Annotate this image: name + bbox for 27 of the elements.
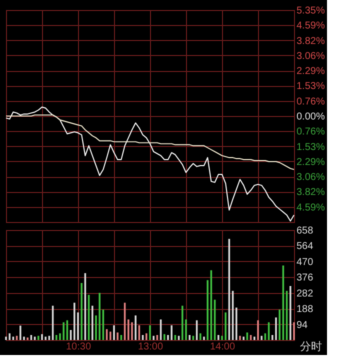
y-tick-label: 564: [296, 241, 314, 252]
y-tick-label: 376: [296, 272, 314, 284]
y-tick-label: 2.29%: [296, 156, 325, 168]
x-tick-label: 14:00: [210, 342, 236, 352]
x-tick-label: 13:00: [138, 342, 164, 352]
y-tick-label: 658: [296, 226, 314, 236]
y-tick-label: 2.29%: [296, 66, 325, 78]
text: 分时: [300, 340, 322, 353]
y-tick-label: 3.82%: [296, 187, 325, 198]
y-tick-label: 282: [296, 288, 314, 300]
y-tick-label: 5.35%: [296, 6, 325, 16]
y-tick-label: 0.76%: [296, 96, 325, 108]
y-tick-label: 4.59%: [296, 20, 325, 32]
line-series: [5, 106, 295, 222]
y-tick-label: 0.76%: [296, 126, 325, 138]
y-tick-label: 1.53%: [296, 81, 325, 92]
y-tick-label: 1.53%: [296, 142, 325, 153]
line-series: [5, 114, 295, 170]
y-tick-label: 3.06%: [296, 172, 325, 184]
y-tick-label: 3.06%: [296, 50, 325, 62]
y-tick-label: 0.00%: [296, 112, 325, 122]
y-tick-label: 188: [296, 304, 314, 316]
y-tick-label: 94: [296, 320, 308, 331]
y-tick-label: 470: [296, 256, 314, 268]
y-tick-label: 3.82%: [296, 36, 325, 47]
y-tick-label: 4.59%: [296, 202, 325, 214]
x-tick-label: 10:30: [66, 342, 92, 352]
